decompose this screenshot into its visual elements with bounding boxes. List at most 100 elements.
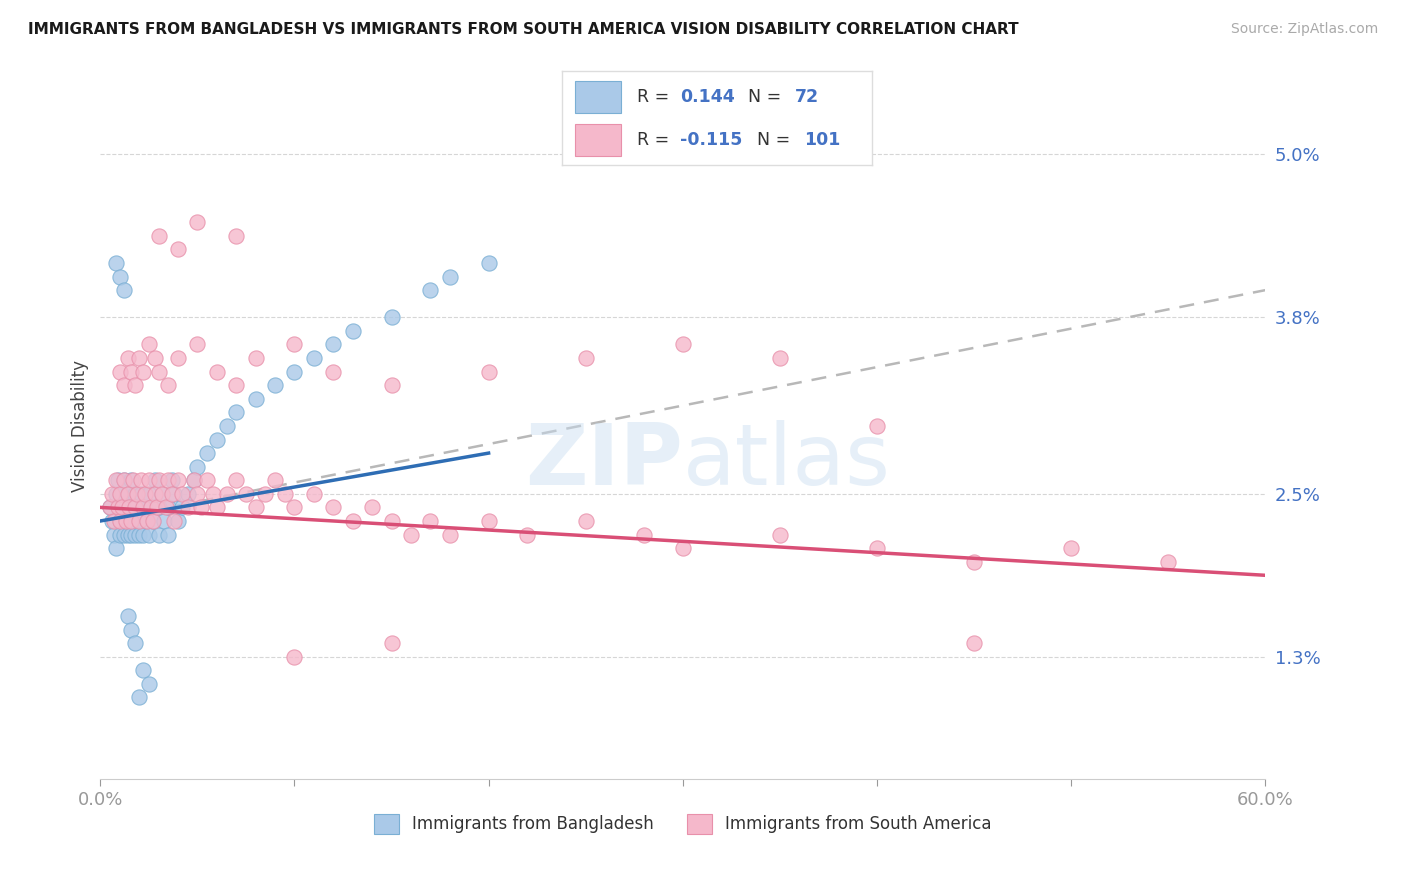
Point [205, 500, 228, 515]
Point [195, 446, 218, 460]
Point [118, 514, 141, 528]
Point [235, 487, 257, 501]
Point [380, 514, 402, 528]
Point [186, 459, 208, 474]
Point [672, 541, 695, 555]
Point [103, 514, 125, 528]
Point [112, 527, 135, 541]
Point [157, 378, 180, 392]
Point [129, 473, 152, 487]
Point [195, 473, 218, 487]
Point [148, 365, 170, 379]
Point [120, 473, 142, 487]
Point [108, 500, 131, 515]
Point [124, 500, 146, 515]
Point [136, 514, 159, 528]
Point [104, 256, 127, 270]
Point [108, 527, 131, 541]
Point [769, 351, 792, 365]
Point [124, 487, 146, 501]
Point [108, 487, 131, 501]
Point [117, 609, 139, 624]
Point [124, 378, 146, 392]
Point [186, 487, 208, 501]
Point [139, 500, 162, 515]
Point [118, 500, 141, 515]
Point [419, 514, 441, 528]
Point [157, 500, 180, 515]
Point [128, 527, 150, 541]
Point [114, 500, 136, 515]
Point [1060, 541, 1083, 555]
Point [104, 487, 127, 501]
Text: atlas: atlas [683, 420, 891, 503]
Point [143, 473, 166, 487]
Point [225, 378, 247, 392]
Point [419, 283, 441, 297]
Point [254, 487, 277, 501]
Point [107, 500, 129, 515]
Point [124, 636, 146, 650]
Point [342, 324, 364, 338]
Point [128, 690, 150, 705]
Point [478, 514, 501, 528]
Point [104, 541, 127, 555]
Point [124, 527, 146, 541]
Point [134, 487, 156, 501]
Point [138, 473, 160, 487]
Point [205, 365, 228, 379]
Point [155, 500, 177, 515]
Point [117, 487, 139, 501]
Y-axis label: Vision Disability: Vision Disability [72, 360, 89, 492]
Point [128, 514, 150, 528]
Point [120, 514, 142, 528]
Point [128, 514, 150, 528]
Point [322, 365, 344, 379]
Point [183, 473, 205, 487]
Point [380, 378, 402, 392]
Point [302, 351, 325, 365]
Point [225, 228, 247, 243]
Point [129, 487, 152, 501]
Point [148, 228, 170, 243]
Point [127, 487, 149, 501]
Point [104, 473, 127, 487]
Point [142, 514, 165, 528]
Text: N =: N = [748, 87, 787, 105]
Point [866, 541, 889, 555]
Point [264, 378, 287, 392]
Point [963, 555, 986, 569]
Point [122, 473, 145, 487]
Point [98, 500, 121, 515]
Point [122, 514, 145, 528]
Point [117, 527, 139, 541]
Point [215, 419, 238, 434]
Text: R =: R = [637, 87, 675, 105]
Point [153, 514, 176, 528]
Point [866, 419, 889, 434]
Point [361, 500, 384, 515]
Bar [575, 124, 621, 156]
Point [108, 514, 131, 528]
Point [157, 527, 180, 541]
Point [132, 500, 155, 515]
Point [245, 500, 267, 515]
Point [143, 351, 166, 365]
Point [302, 487, 325, 501]
Point [148, 527, 170, 541]
Text: N =: N = [758, 131, 796, 149]
Point [163, 514, 186, 528]
Point [439, 269, 461, 284]
Point [322, 337, 344, 351]
Point [167, 351, 190, 365]
Point [108, 365, 131, 379]
Point [112, 473, 135, 487]
Point [132, 663, 155, 677]
Point [167, 514, 190, 528]
Point [170, 500, 193, 515]
Text: 72: 72 [794, 87, 818, 105]
Point [118, 500, 141, 515]
Point [101, 514, 124, 528]
Point [1157, 555, 1180, 569]
Point [127, 500, 149, 515]
